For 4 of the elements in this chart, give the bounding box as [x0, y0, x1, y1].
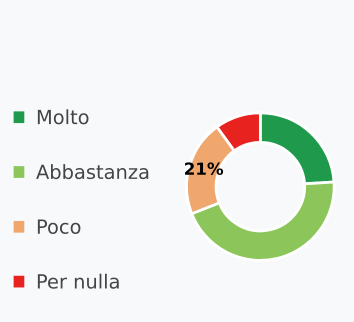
legend-label: Poco — [38, 220, 80, 234]
legend-label: Per nulla — [38, 274, 119, 289]
legend-label: Molto — [38, 109, 89, 124]
legend-label: Abbastanza — [36, 164, 148, 180]
